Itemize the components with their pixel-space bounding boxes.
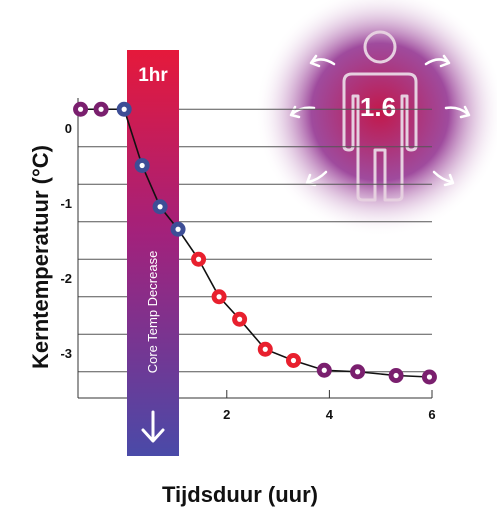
data-point-center [426,374,433,380]
data-point-center [216,294,222,300]
data-point-center [98,106,104,112]
data-point-center [175,226,181,232]
y-tick-label: 0 [65,121,72,136]
highlight-band: 1hr Core Temp Decrease [127,50,179,456]
figure-value: 1.6 [360,92,396,122]
y-axis-label: Kerntemperatuur (°C) [28,145,53,369]
data-point-center [355,369,361,375]
data-point-center [393,372,399,379]
y-tick-label: -1 [60,196,72,211]
arrow-down-icon [141,410,165,443]
data-point-center [290,357,297,364]
band-top-label: 1hr [138,65,168,86]
data-point-center [121,106,127,112]
person-outline-icon [342,30,418,202]
data-point-center [157,204,163,210]
x-tick-label: 4 [326,407,334,422]
x-tick-label: 2 [223,407,230,422]
person-figure: 1.6 [255,0,497,237]
arrow-icon [309,54,336,68]
data-point-center [195,256,202,262]
data-point-center [77,106,84,112]
x-tick-label: 6 [428,407,435,422]
arrow-icon [444,105,471,119]
y-tick-label: -3 [60,346,72,361]
data-point-center [237,316,243,322]
data-point-center [321,367,327,373]
y-tick-label: -2 [60,271,72,286]
data-points [73,101,437,385]
x-axis-label: Tijdsduur (uur) [162,482,318,507]
arrow-icon [432,170,455,187]
band-rect [127,50,179,456]
data-point-center [262,346,268,352]
band-vertical-label: Core Temp Decrease [145,251,160,374]
data-point-center [139,162,145,169]
arrow-icon [424,54,451,68]
